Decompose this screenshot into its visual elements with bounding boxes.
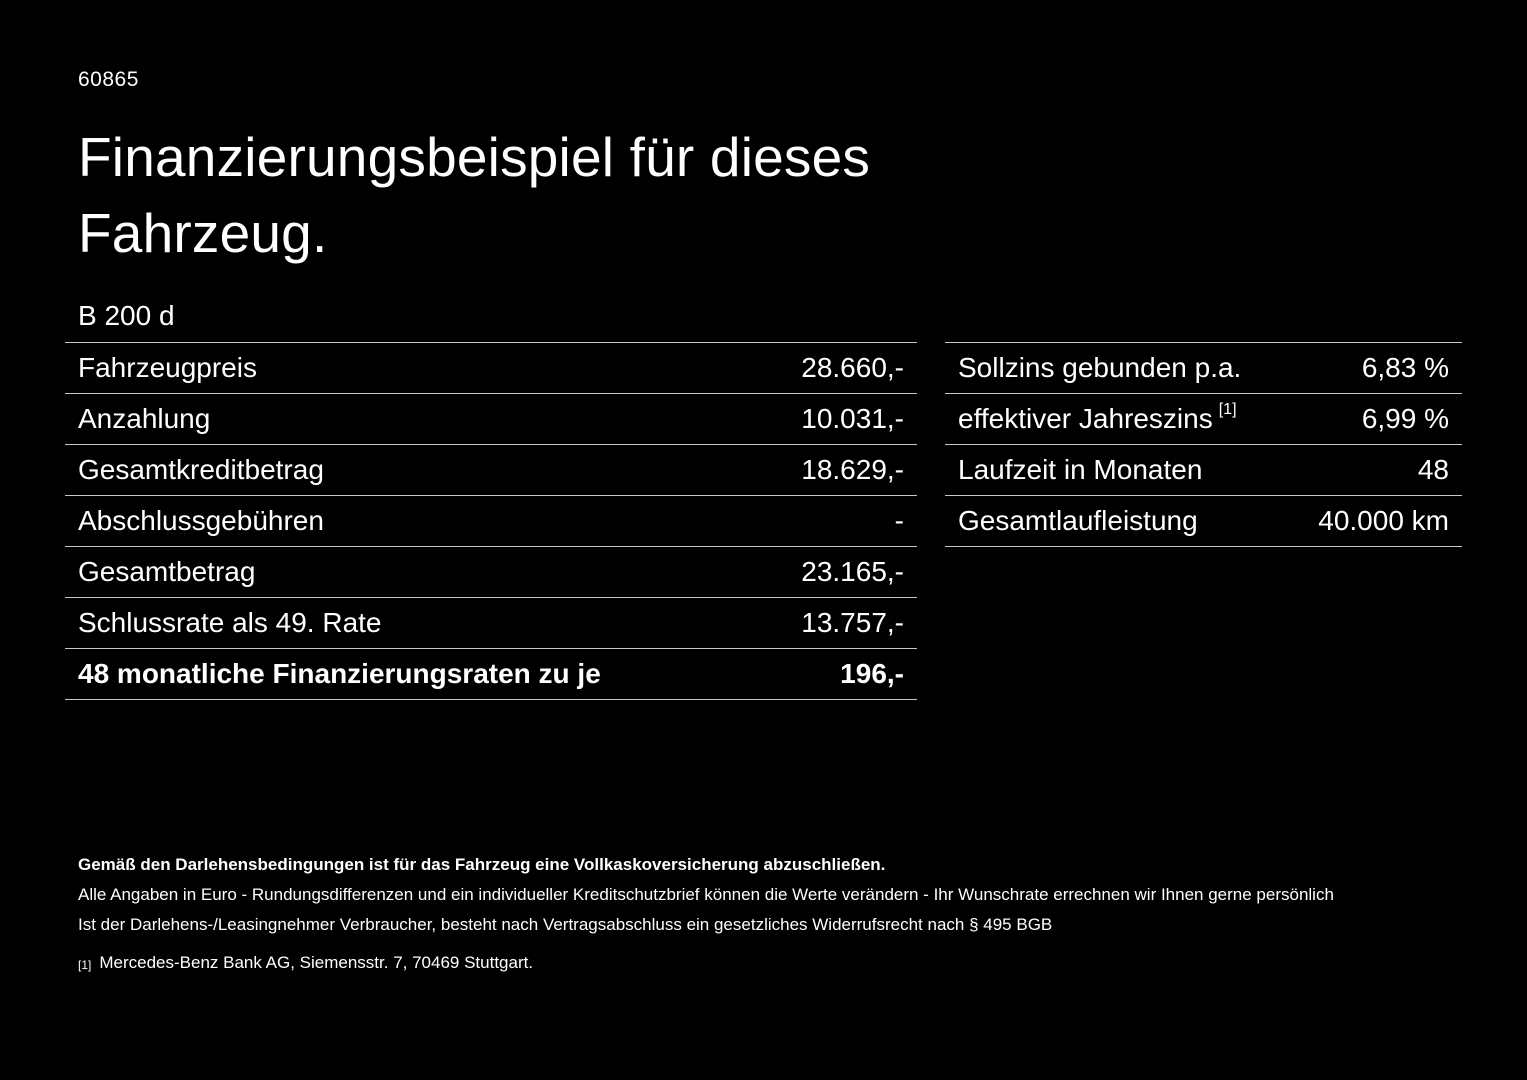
bank-footnote: [1] Mercedes-Benz Bank AG, Siemensstr. 7… — [78, 948, 1435, 978]
row-label: Sollzins gebunden p.a. — [958, 351, 1242, 383]
vehicle-model: B 200 d — [78, 299, 175, 331]
table-row: Laufzeit in Monaten 48 — [945, 443, 1462, 495]
table-row: Gesamtkreditbetrag 18.629,- — [65, 443, 917, 495]
row-label: Schlussrate als 49. Rate — [78, 606, 382, 638]
financing-table: Fahrzeugpreis 28.660,- Anzahlung 10.031,… — [65, 341, 917, 700]
row-label: Anzahlung — [78, 402, 211, 434]
table-row: Anzahlung 10.031,- — [65, 392, 917, 444]
row-label: Laufzeit in Monaten — [958, 453, 1203, 485]
financing-column: B 200 d Fahrzeugpreis 28.660,- Anzahlung… — [65, 290, 917, 700]
conditions-column: Sollzins gebunden p.a. 6,83 % effektiver… — [945, 341, 1462, 547]
row-label: Fahrzeugpreis — [78, 351, 257, 383]
table-row: Fahrzeugpreis 28.660,- — [65, 341, 917, 393]
financing-tables: B 200 d Fahrzeugpreis 28.660,- Anzahlung… — [65, 290, 1527, 700]
row-value: 48 — [1417, 453, 1449, 485]
row-label: 48 monatliche Finanzierungsraten zu je — [78, 657, 601, 689]
row-value: 40.000 km — [1318, 504, 1449, 536]
row-value: 18.629,- — [801, 453, 904, 485]
row-value: 196,- — [840, 657, 904, 689]
table-row: Gesamtlaufleistung 40.000 km — [945, 494, 1462, 546]
row-label: effektiver Jahreszins — [958, 402, 1213, 434]
table-row-monthly-rate: 48 monatliche Finanzierungsraten zu je 1… — [65, 647, 917, 699]
page-title: Finanzierungsbeispiel für dieses Fahrzeu… — [78, 126, 871, 264]
row-value: 13.757,- — [801, 606, 904, 638]
row-value: 23.165,- — [801, 555, 904, 587]
row-value: - — [894, 504, 904, 536]
conditions-table: Sollzins gebunden p.a. 6,83 % effektiver… — [945, 341, 1462, 547]
table-row: Gesamtbetrag 23.165,- — [65, 545, 917, 597]
row-label: Gesamtbetrag — [78, 555, 256, 587]
footnote-text: Mercedes-Benz Bank AG, Siemensstr. 7, 70… — [99, 952, 534, 972]
footnote-marker: [1] — [78, 957, 92, 972]
table-row: effektiver Jahreszins [1] 6,99 % — [945, 392, 1462, 444]
row-value: 6,99 % — [1361, 402, 1449, 434]
footnote-reference: [1] — [1218, 400, 1237, 418]
row-value: 28.660,- — [801, 351, 904, 383]
reference-number: 60865 — [78, 68, 139, 91]
withdrawal-note: Ist der Darlehens-/Leasingnehmer Verbrau… — [78, 914, 1053, 934]
table-row: Schlussrate als 49. Rate 13.757,- — [65, 596, 917, 648]
row-label: Gesamtlaufleistung — [958, 504, 1198, 536]
row-label: Abschlussgebühren — [78, 504, 324, 536]
row-value: 6,83 % — [1361, 351, 1449, 383]
legal-footer: Gemäß den Darlehensbedingungen ist für d… — [65, 850, 1435, 978]
table-row: Abschlussgebühren - — [65, 494, 917, 546]
row-value: 10.031,- — [801, 402, 904, 434]
row-label: Gesamtkreditbetrag — [78, 453, 324, 485]
insurance-note: Gemäß den Darlehensbedingungen ist für d… — [78, 854, 886, 874]
table-row: Sollzins gebunden p.a. 6,83 % — [945, 341, 1462, 393]
rounding-note: Alle Angaben in Euro - Rundungsdifferenz… — [78, 884, 1334, 904]
